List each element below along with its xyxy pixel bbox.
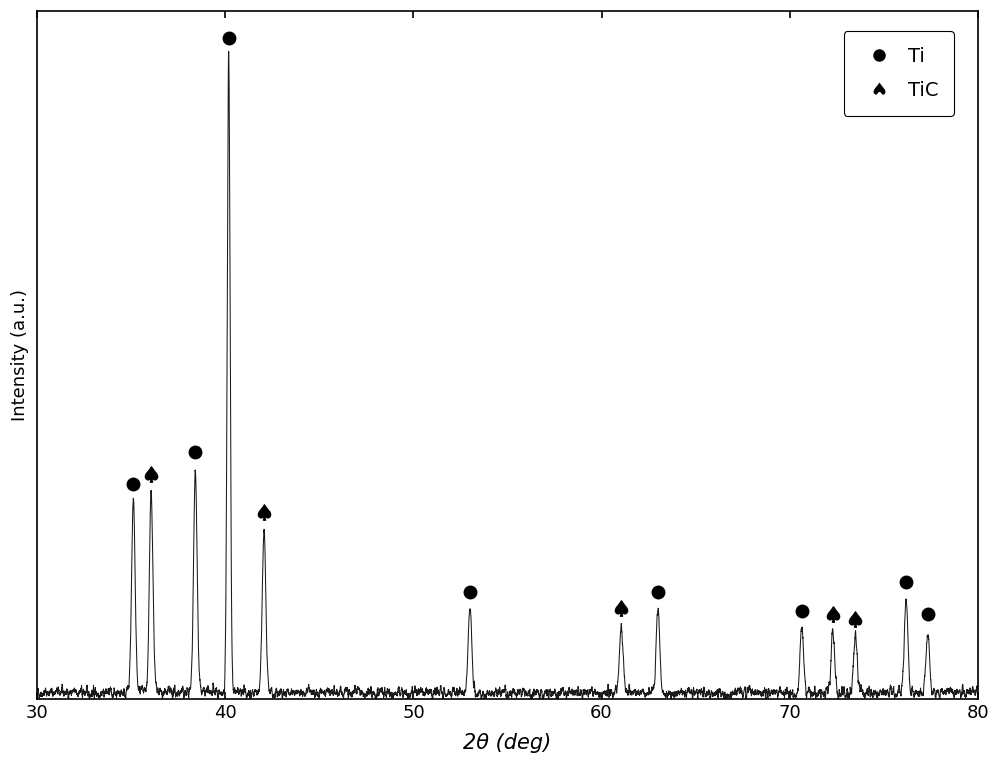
Legend: Ti, TiC: Ti, TiC bbox=[844, 31, 954, 116]
Y-axis label: Intensity (a.u.): Intensity (a.u.) bbox=[11, 289, 29, 421]
X-axis label: 2θ (deg): 2θ (deg) bbox=[463, 733, 552, 753]
